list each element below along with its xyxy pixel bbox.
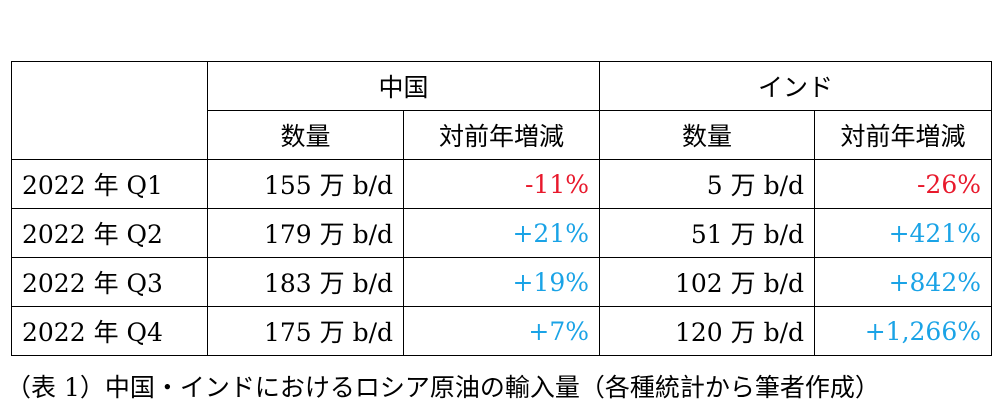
china-change-cell: +21% [403, 208, 600, 258]
row-label: 2022 年 Q4 [11, 306, 208, 356]
group-header-row: 中国 インド [11, 61, 992, 160]
china-volume-cell: 183 万 b/d [207, 257, 404, 307]
row-label: 2022 年 Q2 [11, 208, 208, 258]
subheader-india-change: 対前年増減 [814, 110, 992, 160]
table-row: 2022 年 Q2 179 万 b/d +21% 51 万 b/d +421% [11, 208, 992, 258]
india-change-cell: +1,266% [814, 306, 992, 356]
row-label: 2022 年 Q3 [11, 257, 208, 307]
subheader-china-volume: 数量 [207, 110, 404, 160]
table-row: 2022 年 Q1 155 万 b/d -11% 5 万 b/d -26% [11, 159, 992, 209]
china-volume-cell: 155 万 b/d [207, 159, 404, 209]
india-change-cell: -26% [814, 159, 992, 209]
china-volume-cell: 175 万 b/d [207, 306, 404, 356]
india-volume-cell: 5 万 b/d [599, 159, 815, 209]
corner-cell [11, 61, 208, 160]
china-volume-cell: 179 万 b/d [207, 208, 404, 258]
table-row: 2022 年 Q3 183 万 b/d +19% 102 万 b/d +842% [11, 257, 992, 307]
table-row: 2022 年 Q4 175 万 b/d +7% 120 万 b/d +1,266… [11, 306, 992, 356]
row-label: 2022 年 Q1 [11, 159, 208, 209]
oil-import-table: 中国 インド 数量 対前年増減 数量 対前年増減 2022 年 Q1 155 万… [11, 61, 992, 356]
table-caption: （表 1）中国・インドにおけるロシア原油の輸入量（各種統計から筆者作成） [6, 373, 880, 402]
china-change-cell: +19% [403, 257, 600, 307]
india-change-cell: +421% [814, 208, 992, 258]
india-volume-cell: 120 万 b/d [599, 306, 815, 356]
china-change-cell: -11% [403, 159, 600, 209]
group-header-india: インド [599, 61, 992, 111]
india-change-cell: +842% [814, 257, 992, 307]
subheader-china-change: 対前年増減 [403, 110, 600, 160]
group-header-china: 中国 [207, 61, 600, 111]
china-change-cell: +7% [403, 306, 600, 356]
india-volume-cell: 51 万 b/d [599, 208, 815, 258]
india-volume-cell: 102 万 b/d [599, 257, 815, 307]
subheader-india-volume: 数量 [599, 110, 815, 160]
